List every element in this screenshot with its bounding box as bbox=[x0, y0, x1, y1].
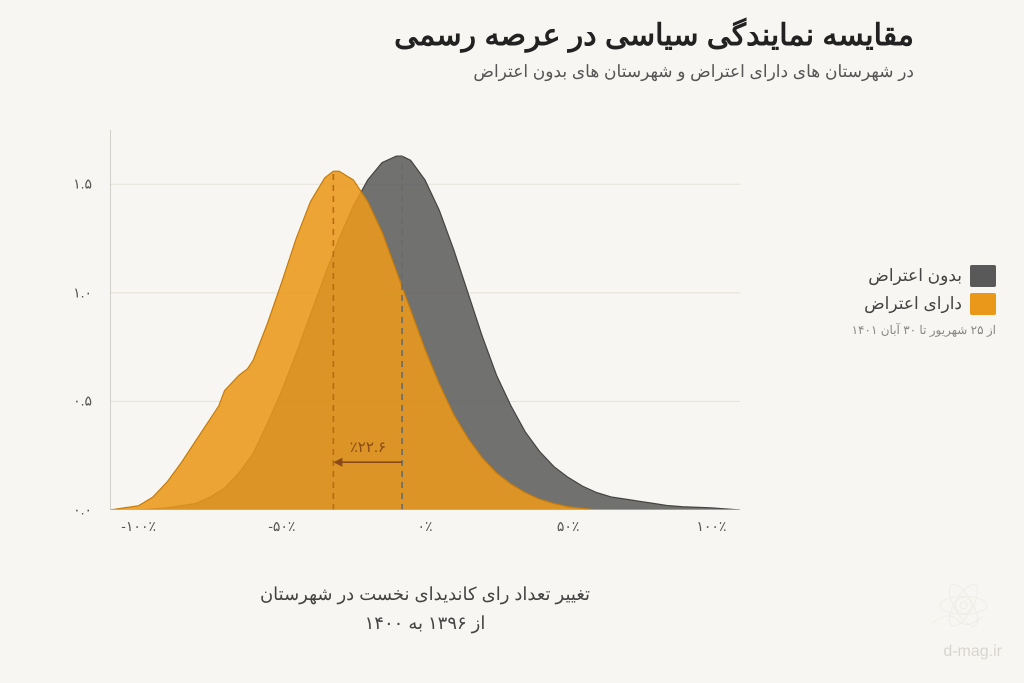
watermark-decoration bbox=[914, 566, 1004, 641]
legend-swatch-protest bbox=[970, 293, 996, 315]
watermark-text: d-mag.ir bbox=[943, 643, 1002, 661]
y-tick-label: ۱.۰ bbox=[73, 284, 92, 301]
legend-label-protest: دارای اعتراض bbox=[864, 294, 962, 314]
density-plot bbox=[110, 130, 740, 510]
x-tick-label: ۰٪ bbox=[417, 518, 432, 535]
x-axis-ticks: -۱۰۰٪ -۵۰٪ ۰٪ ۵۰٪ ۱۰۰٪ bbox=[110, 518, 740, 538]
x-axis-title-line2: از ۱۳۹۶ به ۱۴۰۰ bbox=[110, 609, 740, 638]
y-tick-label: ۰.۵ bbox=[73, 393, 92, 410]
legend-item-no-protest: بدون اعتراض bbox=[852, 265, 996, 287]
legend-item-protest: دارای اعتراض bbox=[852, 293, 996, 315]
legend-note: از ۲۵ شهریور تا ۳۰ آبان ۱۴۰۱ bbox=[852, 323, 996, 337]
y-axis-ticks: ۰.۰۰.۵۱.۰۱.۵ bbox=[50, 130, 100, 510]
legend-swatch-no-protest bbox=[970, 265, 996, 287]
legend: بدون اعتراض دارای اعتراض از ۲۵ شهریور تا… bbox=[852, 265, 996, 337]
chart-title: مقایسه نمایندگی سیاسی در عرصه رسمی bbox=[394, 18, 914, 53]
x-tick-label: -۵۰٪ bbox=[268, 518, 295, 535]
x-axis-title: تغییر تعداد رای کاندیدای نخست در شهرستان… bbox=[110, 580, 740, 638]
x-axis-title-line1: تغییر تعداد رای کاندیدای نخست در شهرستان bbox=[110, 580, 740, 609]
x-tick-label: -۱۰۰٪ bbox=[121, 518, 156, 535]
chart-subtitle: در شهرستان های دارای اعتراض و شهرستان ها… bbox=[473, 62, 914, 82]
chart-area: ۰.۰۰.۵۱.۰۱.۵ -۱۰۰٪-۵۰٪۰٪۵۰٪۱۰۰٪ ٪۲۲.۶ bbox=[110, 130, 740, 510]
x-tick-label: ۵۰٪ bbox=[557, 518, 580, 535]
legend-label-no-protest: بدون اعتراض bbox=[868, 266, 962, 286]
x-tick-label: ۱۰۰٪ bbox=[696, 518, 726, 535]
y-tick-label: ۰.۰ bbox=[73, 502, 92, 519]
y-tick-label: ۱.۵ bbox=[73, 176, 92, 193]
annotation-label: ٪۲۲.۶ bbox=[350, 438, 386, 456]
